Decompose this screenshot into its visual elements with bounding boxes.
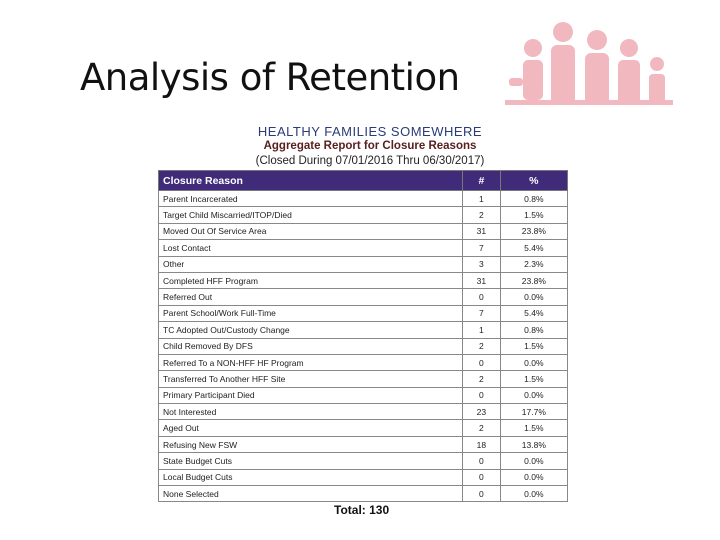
table-cell: 5.4% xyxy=(499,239,569,257)
table-cell: Refusing New FSW xyxy=(157,435,464,454)
table-cell: 0 xyxy=(462,353,501,372)
table-cell: Target Child Miscarried/ITOP/Died xyxy=(157,206,464,224)
table-cell: 0.0% xyxy=(499,288,569,306)
table-cell: Other xyxy=(157,255,464,273)
table-cell: 0 xyxy=(462,452,501,470)
table-cell: 0.8% xyxy=(499,321,569,339)
table-cell: 31 xyxy=(462,271,501,290)
table-cell: 23 xyxy=(462,403,501,421)
table-row: Transferred To Another HFF Site 2 1.5% xyxy=(157,370,569,388)
slide-title: Analysis of Retention xyxy=(80,56,460,99)
table-row: Parent School/Work Full-Time 7 5.4% xyxy=(157,304,569,323)
table-cell: 0 xyxy=(462,485,501,503)
table-cell: 0.0% xyxy=(499,386,569,405)
table-cell: None Selected xyxy=(157,485,464,503)
table-cell: Moved Out Of Service Area xyxy=(157,222,464,241)
table-cell: 7 xyxy=(462,304,501,323)
table-row: Referred To a NON-HFF HF Program 0 0.0% xyxy=(157,353,569,372)
table-row: Completed HFF Program 31 23.8% xyxy=(157,271,569,290)
table-cell: Referred Out xyxy=(157,288,464,306)
header-cell: % xyxy=(499,170,569,191)
table-cell: Parent School/Work Full-Time xyxy=(157,304,464,323)
table-cell: 0.0% xyxy=(499,485,569,503)
table-cell: 1 xyxy=(462,189,501,208)
total: Total: 130 xyxy=(334,503,390,517)
table-cell: Primary Participant Died xyxy=(157,386,464,405)
table-row: State Budget Cuts 0 0.0% xyxy=(157,452,569,470)
header-row: Closure Reason #% xyxy=(157,170,569,191)
table-cell: 0.0% xyxy=(499,468,569,487)
table-row: Moved Out Of Service Area 31 23.8% xyxy=(157,222,569,241)
report-title: HEALTHY FAMILIES SOMEWHERE xyxy=(257,124,483,139)
table-cell: 2 xyxy=(462,419,501,437)
table-row: Target Child Miscarried/ITOP/Died 2 1.5% xyxy=(157,206,569,224)
table-cell: 3 xyxy=(462,255,501,273)
table-cell: 23.8% xyxy=(499,222,569,241)
table-cell: Lost Contact xyxy=(157,239,464,257)
table-cell: Referred To a NON-HFF HF Program xyxy=(157,353,464,372)
table-row: Lost Contact 7 5.4% xyxy=(157,239,569,257)
table-cell: Not Interested xyxy=(157,403,464,421)
table-cell: TC Adopted Out/Custody Change xyxy=(157,321,464,339)
table-body: Parent Incarcerated 1 0.8% Target Child Mis… xyxy=(157,189,569,503)
table-row: Primary Participant Died 0 0.0% xyxy=(157,386,569,405)
table-cell: 7 xyxy=(462,239,501,257)
table-cell: 1.5% xyxy=(499,370,569,388)
table-row: None Selected 0 0.0% xyxy=(157,485,569,503)
logo xyxy=(505,22,673,105)
table-row: Refusing New FSW 18 13.8% xyxy=(157,435,569,454)
table-cell: 31 xyxy=(462,222,501,241)
table-cell: Aged Out xyxy=(157,419,464,437)
table-cell: 0 xyxy=(462,386,501,405)
table-cell: 1 xyxy=(462,321,501,339)
table-cell: State Budget Cuts xyxy=(157,452,464,470)
table-cell: Transferred To Another HFF Site xyxy=(157,370,464,388)
table-cell: 18 xyxy=(462,435,501,454)
table-cell: 0.0% xyxy=(499,452,569,470)
table-cell: Local Budget Cuts xyxy=(157,468,464,487)
table-cell: 1.5% xyxy=(499,337,569,355)
table-row: Local Budget Cuts 0 0.0% xyxy=(157,468,569,487)
table-cell: 2 xyxy=(462,370,501,388)
table-row: TC Adopted Out/Custody Change 1 0.8% xyxy=(157,321,569,339)
table-cell: 0 xyxy=(462,468,501,487)
header-cell: # xyxy=(462,170,501,191)
table-row: Child Removed By DFS 2 1.5% xyxy=(157,337,569,355)
table-row: Other 3 2.3% xyxy=(157,255,569,273)
table-cell: Completed HFF Program xyxy=(157,271,464,290)
table-cell: 17.7% xyxy=(499,403,569,421)
table-cell: 0.0% xyxy=(499,353,569,372)
table-row: Referred Out 0 0.0% xyxy=(157,288,569,306)
table-cell: 13.8% xyxy=(499,435,569,454)
table-row: Aged Out 2 1.5% xyxy=(157,419,569,437)
table-cell: 0.8% xyxy=(499,189,569,208)
table-cell: Parent Incarcerated xyxy=(157,189,464,208)
table-cell: Child Removed By DFS xyxy=(157,337,464,355)
closure-table: Closure Reason #% Parent Incarcerated 1 0.8… xyxy=(157,170,569,503)
table-cell: 1.5% xyxy=(499,419,569,437)
table-cell: 1.5% xyxy=(499,206,569,224)
report-range: (Closed During 07/01/2016 Thru 06/30/201… xyxy=(255,155,485,167)
report-subtitle: Aggregate Report for Closure Reasons xyxy=(263,140,477,152)
table-row: Parent Incarcerated 1 0.8% xyxy=(157,189,569,208)
table-cell: 5.4% xyxy=(499,304,569,323)
table-cell: 23.8% xyxy=(499,271,569,290)
table-cell: 0 xyxy=(462,288,501,306)
table-cell: 2.3% xyxy=(499,255,569,273)
table-cell: 2 xyxy=(462,337,501,355)
header-cell: Closure Reason xyxy=(157,170,464,191)
table-row: Not Interested 23 17.7% xyxy=(157,403,569,421)
table-cell: 2 xyxy=(462,206,501,224)
